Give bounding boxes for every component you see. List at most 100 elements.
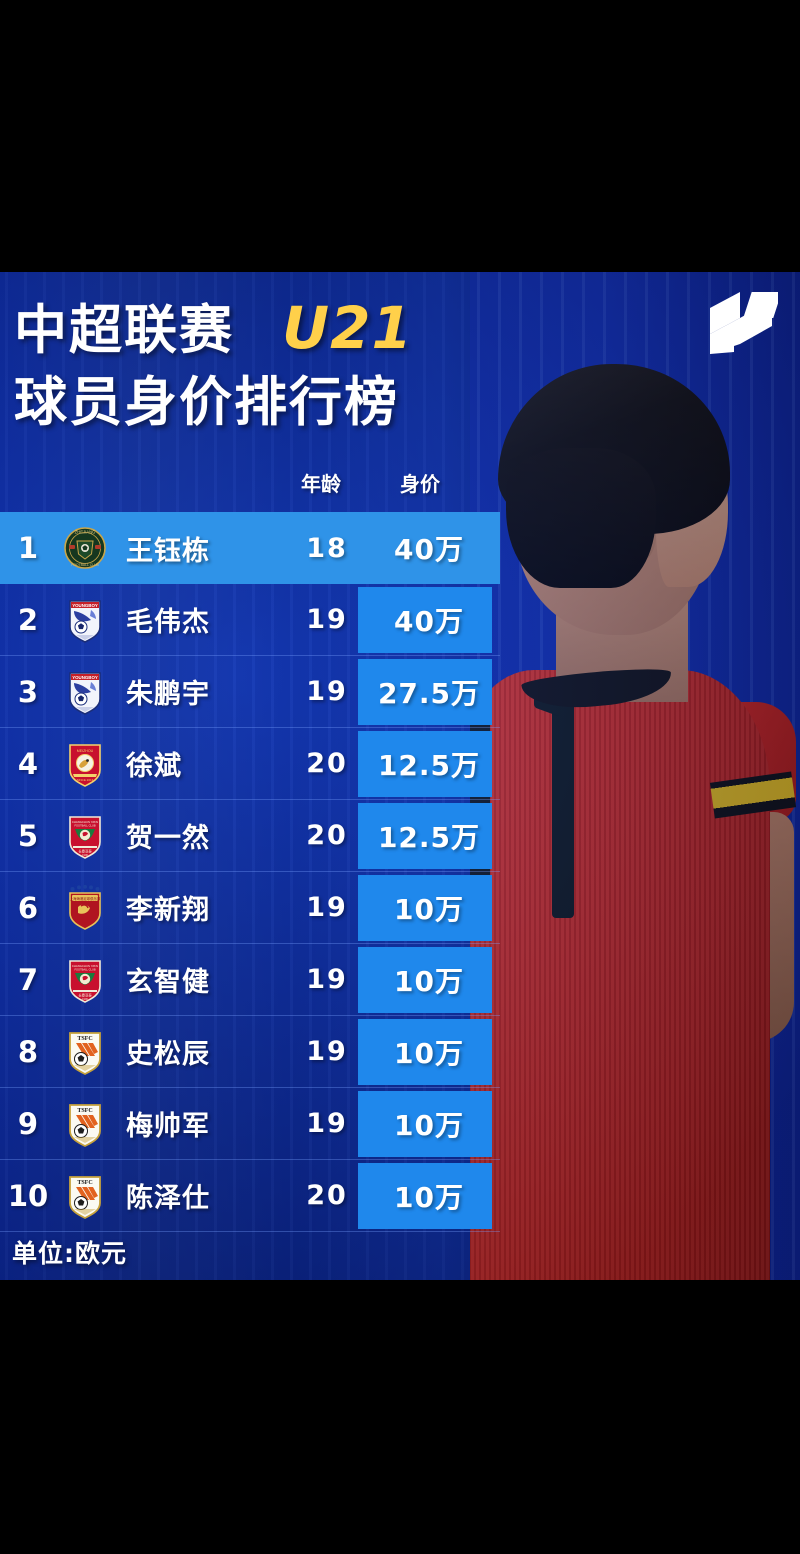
n-monogram-logo [706, 288, 782, 358]
player-age: 19 [306, 604, 348, 635]
player-age: 19 [306, 1036, 348, 1067]
column-header-age: 年龄 [301, 472, 341, 496]
value-bar [358, 802, 492, 869]
column-headers: 年龄 身价 [0, 468, 500, 510]
market-value: 40万 [394, 604, 464, 638]
value-bar [358, 1162, 492, 1229]
player-age: 19 [306, 1108, 348, 1139]
table-row[interactable]: 1 ZHEJIANG FOOTBALL CLUB 王钰栋 18 40万 [0, 512, 500, 584]
value-bar [358, 658, 492, 725]
player-name: 陈泽仕 [126, 1183, 210, 1214]
player-age: 19 [306, 964, 348, 995]
table-row[interactable]: 10 TSFC 陈泽仕 20 10万 [0, 1160, 500, 1232]
market-value: 10万 [394, 1180, 464, 1214]
table-row[interactable]: 2 YOUNGBOY 毛伟杰 19 40万 [0, 584, 500, 656]
rank-number: 1 [17, 531, 39, 565]
tsfc-crest: TSFC [56, 1029, 114, 1075]
rank-number: 6 [17, 890, 39, 925]
youngboy-crest: YOUNGBOY [56, 669, 114, 715]
rank-number: 8 [17, 1034, 39, 1069]
svg-text:1996: 1996 [82, 997, 88, 1001]
svg-text:TSFC: TSFC [77, 1036, 92, 1042]
market-value: 12.5万 [377, 748, 481, 782]
table-row[interactable]: 8 TSFC 史松辰 19 10万 [0, 1016, 500, 1088]
svg-text:TSFC: TSFC [77, 1108, 92, 1114]
player-name: 贺一然 [126, 823, 210, 854]
changchun-yatai-crest: CHANGCHUN YATAI FOOTBALL CLUB 长春亚泰 1996 [56, 813, 114, 859]
value-bar [358, 946, 492, 1013]
value-bar [358, 1090, 492, 1157]
rank-number: 3 [17, 674, 39, 709]
changchun-yatai-crest: CHANGCHUN YATAI FOOTBALL CLUB 长春亚泰 1996 [56, 957, 114, 1003]
market-value: 10万 [394, 892, 464, 926]
player-name: 史松辰 [126, 1039, 210, 1070]
rank-number: 5 [17, 818, 39, 853]
rank-number: 10 [7, 1178, 49, 1213]
column-header-value: 身价 [400, 472, 440, 496]
svg-text:CHANGCHUN YATAI: CHANGCHUN YATAI [72, 964, 99, 968]
player-name: 朱鹏宇 [126, 679, 210, 710]
table-row[interactable]: 6 上海海港足球俱乐部 李新翔 19 10万 [0, 872, 500, 944]
unit-note: 单位:欧元 [12, 1239, 127, 1268]
jersey-number-digit [552, 690, 574, 918]
svg-text:CHANGCHUN YATAI: CHANGCHUN YATAI [72, 820, 99, 824]
value-cell: 12.5万 [358, 728, 500, 800]
rank-number: 4 [17, 746, 39, 781]
page-title: 中超联赛 [14, 300, 234, 361]
svg-text:长春亚泰: 长春亚泰 [78, 992, 92, 997]
player-age: 20 [306, 1180, 348, 1211]
player-age: 19 [306, 892, 348, 923]
ranking-table: 1 ZHEJIANG FOOTBALL CLUB 王钰栋 18 40万 2 YO [0, 512, 500, 1232]
svg-text:上海海港足球俱乐部: 上海海港足球俱乐部 [70, 895, 101, 900]
svg-text:TSFC: TSFC [77, 1180, 92, 1186]
ranking-card: 中超联赛 U21 球员身价排行榜 年龄 身价 1 [0, 272, 800, 1280]
table-row[interactable]: 9 TSFC 梅帅军 19 10万 [0, 1088, 500, 1160]
svg-text:FOOTBALL CLUB: FOOTBALL CLUB [74, 967, 95, 971]
value-cell: 10万 [358, 1160, 500, 1232]
youngboy-crest: YOUNGBOY [56, 597, 114, 643]
zhejiang-fc-crest: ZHEJIANG FOOTBALL CLUB [56, 525, 114, 571]
player-age: 18 [306, 532, 348, 564]
value-cell: 40万 [358, 512, 500, 584]
market-value: 27.5万 [377, 676, 481, 710]
value-cell: 27.5万 [358, 656, 500, 728]
svg-text:1996: 1996 [82, 853, 88, 857]
value-cell: 40万 [358, 584, 500, 656]
table-row[interactable]: 4 MEIZHOU SINCE 2013 徐斌 20 12.5万 [0, 728, 500, 800]
value-bar [358, 874, 492, 941]
shanghai-port-crest: 上海海港足球俱乐部 [56, 884, 114, 931]
player-name: 梅帅军 [126, 1111, 210, 1142]
svg-text:YOUNGBOY: YOUNGBOY [72, 603, 98, 608]
player-age: 19 [306, 676, 348, 707]
player-name: 徐斌 [126, 751, 182, 782]
player-name: 王钰栋 [126, 535, 210, 567]
value-bar [358, 730, 492, 797]
svg-text:ZHEJIANG: ZHEJIANG [75, 530, 96, 535]
table-row[interactable]: 3 YOUNGBOY 朱鹏宇 19 27.5万 [0, 656, 500, 728]
market-value: 10万 [394, 964, 464, 998]
rank-number: 7 [17, 962, 39, 997]
market-value: 10万 [394, 1108, 464, 1142]
svg-text:SINCE 2013: SINCE 2013 [77, 778, 94, 782]
value-cell: 10万 [358, 1016, 500, 1088]
tsfc-crest: TSFC [56, 1173, 114, 1219]
player-name: 毛伟杰 [126, 607, 210, 638]
market-value: 40万 [394, 533, 464, 566]
player-age: 20 [306, 748, 348, 779]
value-cell: 12.5万 [358, 800, 500, 872]
rank-number: 2 [17, 602, 39, 637]
meizhou-hakka-crest: MEIZHOU SINCE 2013 [56, 741, 114, 787]
player-name: 李新翔 [126, 895, 210, 926]
value-cell: 10万 [358, 1088, 500, 1160]
table-row[interactable]: 5 CHANGCHUN YATAI FOOTBALL CLUB 长春亚泰 199… [0, 800, 500, 872]
value-cell: 10万 [358, 944, 500, 1016]
svg-text:长春亚泰: 长春亚泰 [78, 848, 92, 853]
u21-badge: U21 [282, 294, 413, 362]
value-cell: 10万 [358, 872, 500, 944]
market-value: 10万 [394, 1036, 464, 1070]
player-hair-back [506, 448, 656, 588]
table-row[interactable]: 7 CHANGCHUN YATAI FOOTBALL CLUB 长春亚泰 199… [0, 944, 500, 1016]
svg-text:FOOTBALL CLUB: FOOTBALL CLUB [74, 823, 95, 827]
player-name: 玄智健 [126, 967, 210, 998]
